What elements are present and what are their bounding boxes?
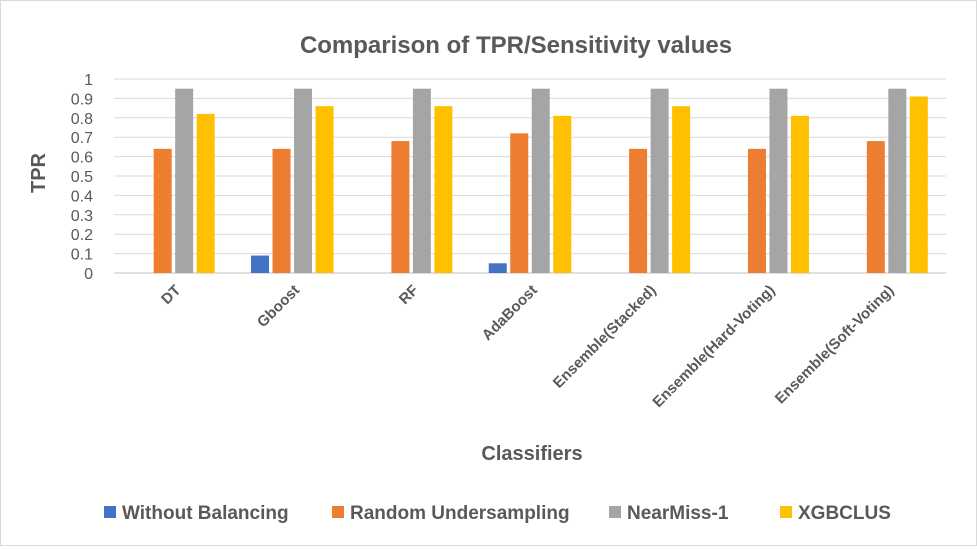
bar-without-balancing-gboost — [251, 255, 270, 273]
y-tick-label: 0.5 — [71, 169, 93, 186]
x-axis-title: Classifiers — [481, 443, 582, 465]
bar-nearmiss-1-adaboost — [531, 88, 550, 273]
bar-nearmiss-1-ensemble-hard-voting- — [769, 88, 788, 273]
legend-label: XGBCLUS — [798, 503, 891, 524]
legend-label: NearMiss-1 — [627, 503, 729, 524]
y-tick-label: 0.4 — [71, 188, 93, 205]
bar-xgbclus-rf — [434, 106, 453, 273]
y-tick-label: 0.1 — [71, 247, 93, 264]
y-tick-label: 0 — [84, 266, 93, 283]
bar-random-undersampling-adaboost — [510, 133, 529, 273]
bar-random-undersampling-dt — [153, 148, 172, 273]
bar-xgbclus-dt — [196, 113, 215, 273]
bar-xgbclus-ensemble-soft-voting- — [909, 96, 928, 274]
legend: Without Balancing Random Undersampling Nea… — [104, 503, 891, 524]
y-axis-ticks: 0 0.1 0.2 0.3 0.4 0.5 0.6 0.7 0.8 0.9 1 — [71, 72, 93, 283]
bar-xgbclus-ensemble-hard-voting- — [790, 115, 809, 273]
legend-swatch — [332, 506, 344, 518]
y-tick-label: 0.7 — [71, 130, 93, 147]
x-category-label: RF — [396, 282, 422, 308]
chart-title: Comparison of TPR/Sensitivity values — [300, 32, 732, 59]
bar-random-undersampling-ensemble-soft-voting- — [866, 141, 885, 273]
bar-random-undersampling-ensemble-stacked- — [629, 148, 648, 273]
x-category-label: Ensemble(Hard-Voting) — [649, 282, 778, 411]
legend-swatch — [780, 506, 792, 518]
bar-random-undersampling-ensemble-hard-voting- — [747, 148, 766, 273]
legend-swatch — [104, 506, 116, 518]
bars — [153, 88, 928, 274]
x-category-label: Ensemble(Soft-Voting) — [772, 282, 898, 408]
bar-nearmiss-1-ensemble-soft-voting- — [888, 88, 907, 273]
bar-nearmiss-1-gboost — [294, 88, 313, 273]
bar-nearmiss-1-rf — [412, 88, 431, 273]
x-category-label: DT — [158, 282, 184, 308]
y-axis-title: TPR — [28, 152, 50, 193]
y-tick-label: 0.8 — [71, 111, 93, 128]
y-tick-label: 1 — [84, 72, 93, 89]
bar-xgbclus-adaboost — [553, 115, 572, 273]
bar-random-undersampling-gboost — [272, 148, 291, 273]
legend-label: Without Balancing — [122, 503, 289, 524]
x-category-label: Gboost — [254, 282, 303, 331]
y-tick-label: 0.3 — [71, 208, 93, 225]
x-axis-categories: DT Gboost RF AdaBoost Ensemble(Stacked)Ensem… — [158, 282, 897, 411]
bar-nearmiss-1-ensemble-stacked- — [650, 88, 669, 273]
gridlines — [114, 78, 946, 274]
bar-xgbclus-ensemble-stacked- — [672, 106, 691, 273]
bar-without-balancing-adaboost — [488, 263, 507, 273]
y-tick-label: 0.9 — [71, 91, 93, 108]
x-category-label: Ensemble(Stacked) — [550, 282, 660, 392]
x-category-label: AdaBoost — [479, 282, 541, 344]
legend-label: Random Undersampling — [350, 503, 570, 524]
bar-nearmiss-1-dt — [175, 88, 194, 273]
bar-xgbclus-gboost — [315, 106, 334, 273]
y-tick-label: 0.6 — [71, 150, 93, 167]
bar-random-undersampling-rf — [391, 141, 410, 273]
y-tick-label: 0.2 — [71, 227, 93, 244]
legend-swatch — [609, 506, 621, 518]
